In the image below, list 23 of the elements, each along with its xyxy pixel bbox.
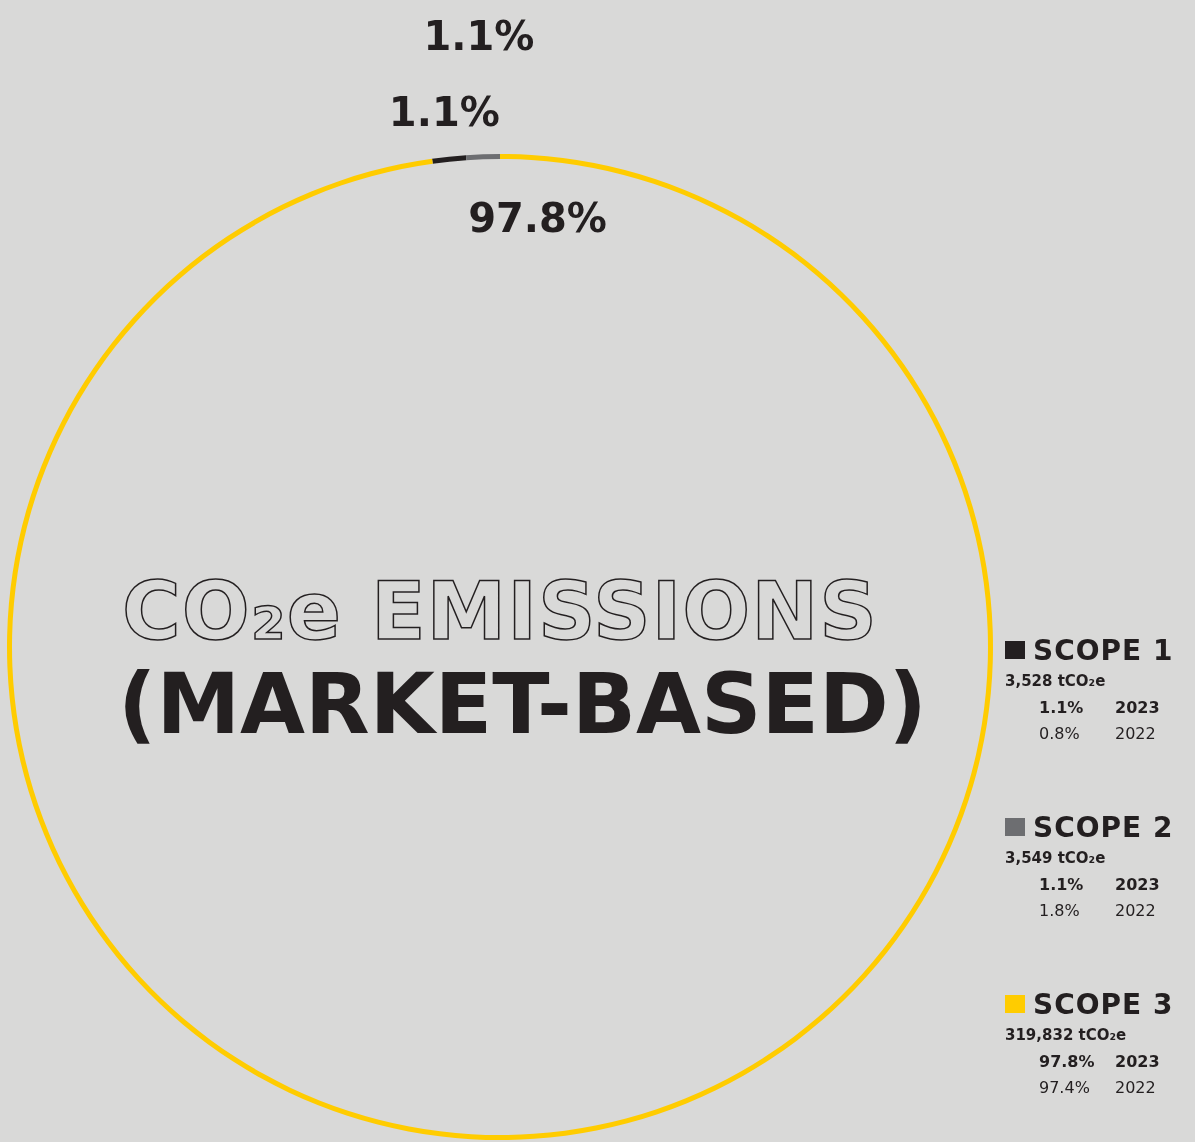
legend-label: SCOPE 3 (1033, 987, 1174, 1021)
text: 319,832 tCO₂e (1005, 1026, 1128, 1046)
text: 2022 (1115, 900, 1156, 920)
legend-label: SCOPE 2 (1033, 810, 1174, 844)
text: 1.1% (1039, 874, 1084, 894)
text: 1.8% (1039, 900, 1081, 920)
text: 0.8% (1039, 723, 1081, 743)
text: 2022 (1115, 1077, 1156, 1097)
data-label: 97.8% (468, 194, 607, 241)
text: 3,528 tCO₂e (1005, 672, 1107, 692)
text: (MARKET-BASED) (118, 655, 927, 753)
text: 2023 (1115, 1051, 1160, 1071)
text: CO₂e EMISSIONS (121, 565, 879, 658)
text: 97.8% (1039, 1051, 1095, 1071)
data-label: 1.1% (423, 13, 535, 60)
text: 2022 (1115, 723, 1156, 743)
data-label: 1.1% (388, 88, 500, 135)
text: 97.4% (1039, 1077, 1091, 1097)
text: 3,549 tCO₂e (1005, 849, 1107, 869)
text: 2023 (1115, 697, 1160, 717)
legend-label: SCOPE 1 (1033, 633, 1174, 667)
text: 1.1% (1039, 697, 1084, 717)
text: 2023 (1115, 874, 1160, 894)
